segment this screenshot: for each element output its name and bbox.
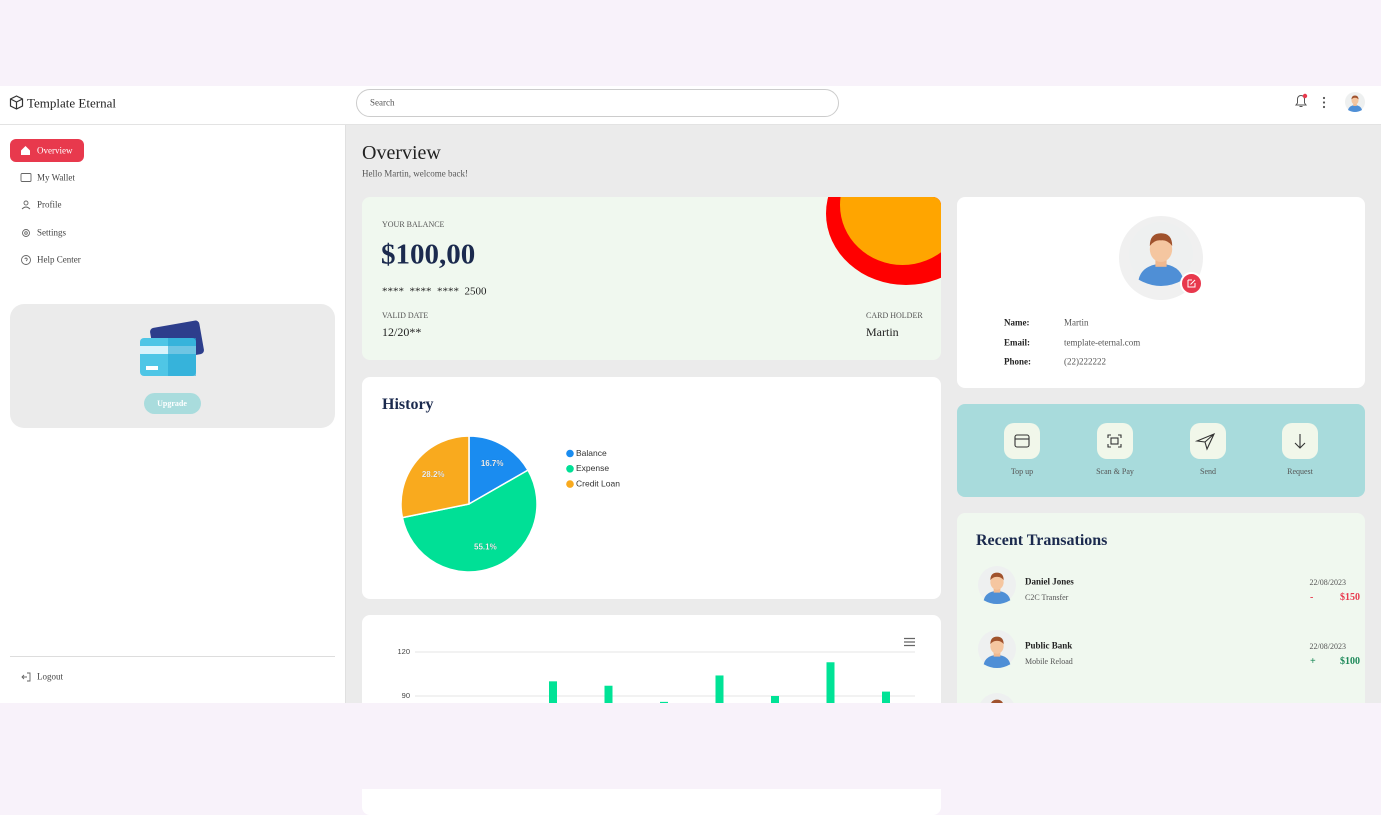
bell[interactable] — [1293, 93, 1309, 109]
slice-label: 28.2% — [422, 470, 445, 479]
transaction-avatar — [978, 566, 1016, 609]
divider — [10, 656, 335, 657]
balance-amount: $100,00 — [381, 238, 476, 271]
edit-icon — [1187, 279, 1196, 288]
pie-slice — [401, 469, 538, 573]
field-value: template-eternal.com — [1064, 337, 1141, 347]
action-button[interactable] — [1097, 423, 1133, 459]
page-subtitle: Hello Martin, welcome back! — [362, 168, 468, 179]
transaction-amount: $100 — [1340, 656, 1360, 667]
home-icon — [21, 146, 30, 155]
field-value: Martin — [1064, 317, 1089, 328]
slice-label: 55.1% — [474, 542, 497, 551]
chart-menu[interactable] — [903, 637, 916, 647]
transaction-note: C2C Transfer — [1025, 593, 1069, 602]
y-tick-label: 120 — [397, 647, 410, 656]
action-label: Request — [1287, 467, 1313, 476]
action-label: Send — [1200, 467, 1216, 476]
action-button[interactable] — [1004, 423, 1040, 459]
transaction-note: Mobile Reload — [1025, 657, 1073, 666]
page: Template Eternal Search Overview My Wall… — [0, 86, 1381, 815]
holder-value: Martin — [866, 325, 899, 339]
balance-card — [362, 197, 941, 360]
avatar-art — [978, 630, 1016, 668]
pie-slice — [400, 435, 470, 519]
search-box[interactable] — [356, 89, 839, 117]
slice-label: 16.7% — [481, 459, 504, 468]
field-label: Email: — [1004, 337, 1030, 347]
field-value: (22)222222 — [1064, 356, 1106, 367]
field-label: Name: — [1004, 317, 1030, 328]
legend-marker — [566, 449, 574, 458]
upgrade-label: Upgrade — [157, 399, 187, 408]
brand-icon — [9, 95, 24, 110]
search-placeholder: Search — [370, 97, 395, 108]
history-title: History — [382, 396, 434, 413]
transaction-name: Daniel Jones — [1025, 576, 1074, 587]
menu-item[interactable]: Help Center — [37, 254, 81, 265]
action-label: Top up — [1010, 467, 1034, 476]
legend-label: Expense — [576, 463, 609, 473]
upgrade-button[interactable] — [144, 393, 201, 414]
card-number: **** **** **** 2500 — [382, 285, 487, 298]
transaction-avatar — [978, 630, 1016, 673]
profile-avatar — [1129, 222, 1193, 291]
valid-value: 12/20** — [382, 325, 422, 339]
transaction-sign: + — [1310, 656, 1316, 667]
balance-label: YOUR BALANCE — [382, 220, 445, 229]
avatar-art — [1129, 222, 1193, 286]
transaction-sign: - — [1310, 592, 1314, 603]
legend-marker — [566, 480, 574, 488]
action-label: Scan & Pay — [1096, 467, 1134, 476]
legend-label: Balance — [576, 448, 607, 458]
card-illustration — [140, 320, 204, 376]
transaction-date: 22/08/2023 — [1309, 578, 1346, 587]
legend-marker — [566, 465, 574, 473]
transactions-title: Recent Transations — [976, 532, 1108, 549]
logout-icon — [21, 672, 31, 682]
avatar-art — [1345, 92, 1365, 112]
avatar-art — [978, 566, 1016, 604]
page-title: Overview — [362, 142, 441, 164]
holder-label: CARD HOLDER — [866, 311, 923, 320]
menu-icons — [20, 173, 32, 265]
action-icons — [1014, 432, 1306, 451]
menu-item[interactable]: Overview — [37, 145, 73, 156]
y-tick-label: 90 — [402, 691, 410, 700]
bottom-band — [0, 703, 1381, 789]
brand: Template Eternal — [27, 95, 116, 111]
logout[interactable]: Logout — [37, 671, 63, 682]
menu-item[interactable]: Settings — [37, 227, 67, 238]
transaction-name: Public Bank — [1025, 640, 1073, 651]
transaction-date: 22/08/2023 — [1309, 642, 1346, 651]
pie-slice — [468, 435, 529, 506]
user-avatar[interactable] — [1345, 92, 1365, 117]
transaction-amount: $150 — [1340, 592, 1360, 603]
menu-active[interactable] — [10, 139, 84, 162]
menu-dots[interactable] — [1320, 95, 1328, 111]
valid-label: VALID DATE — [382, 311, 429, 320]
menu-item[interactable]: My Wallet — [37, 172, 75, 183]
charts: 16.7% 55.1% 28.2% Balance Expense Credit Loan… — [397, 435, 915, 789]
menu-item[interactable]: Profile — [37, 199, 62, 210]
legend-label: Credit Loan — [576, 478, 620, 488]
field-label: Phone: — [1004, 356, 1031, 367]
